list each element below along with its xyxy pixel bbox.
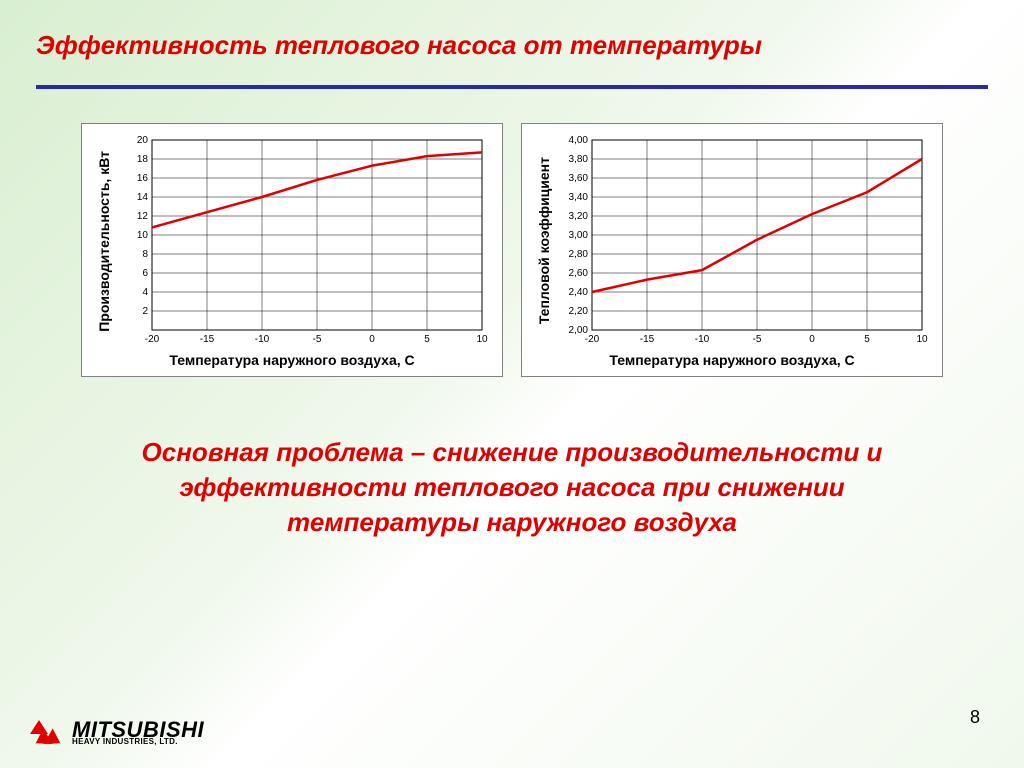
chart-right-svg: 2,002,202,402,602,803,003,203,403,603,80… xyxy=(558,134,928,348)
svg-text:20: 20 xyxy=(137,135,149,146)
svg-text:12: 12 xyxy=(137,211,149,222)
logo: MITSUBISHI HEAVY INDUSTRIES, LTD. xyxy=(30,719,204,746)
svg-text:3,00: 3,00 xyxy=(569,230,589,241)
slide: Эффективность теплового насоса от темпер… xyxy=(0,0,1024,768)
svg-text:-15: -15 xyxy=(640,334,655,345)
svg-text:2,80: 2,80 xyxy=(569,249,589,260)
svg-text:2,40: 2,40 xyxy=(569,287,589,298)
svg-text:-10: -10 xyxy=(695,334,710,345)
svg-text:3,60: 3,60 xyxy=(569,173,589,184)
chart-left-ylabel: Производительность, кВт xyxy=(96,151,112,332)
svg-text:-5: -5 xyxy=(753,334,762,345)
chart-right-box: Тепловой коэффициент 2,002,202,402,602,8… xyxy=(521,123,943,377)
mitsubishi-icon xyxy=(30,720,66,746)
chart-right-xlabel: Температура наружного воздуха, С xyxy=(536,352,928,368)
svg-text:16: 16 xyxy=(137,173,149,184)
svg-text:18: 18 xyxy=(137,154,149,165)
svg-text:-20: -20 xyxy=(585,334,600,345)
chart-left-box: Производительность, кВт 2 4 6 8 10 12 14 16 18 20… xyxy=(81,123,503,377)
svg-text:-5: -5 xyxy=(313,334,322,345)
slide-title: Эффективность теплового насоса от темпер… xyxy=(36,30,988,61)
svg-text:0: 0 xyxy=(809,334,815,345)
svg-text:4: 4 xyxy=(142,287,148,298)
svg-text:3,40: 3,40 xyxy=(569,192,589,203)
svg-text:-20: -20 xyxy=(145,334,160,345)
chart-left-svg: 2 4 6 8 10 12 14 16 18 20 -20 -15 -10 -5 0 5 10 xyxy=(118,134,488,348)
svg-text:10: 10 xyxy=(916,334,928,345)
svg-text:5: 5 xyxy=(864,334,870,345)
svg-text:8: 8 xyxy=(142,249,148,260)
svg-text:3,20: 3,20 xyxy=(569,211,589,222)
title-rule xyxy=(36,85,988,89)
svg-text:3,80: 3,80 xyxy=(569,154,589,165)
svg-text:2,60: 2,60 xyxy=(569,268,589,279)
svg-text:0: 0 xyxy=(369,334,375,345)
svg-text:-15: -15 xyxy=(200,334,215,345)
svg-text:-10: -10 xyxy=(255,334,270,345)
page-number: 8 xyxy=(970,707,980,728)
svg-text:14: 14 xyxy=(137,192,149,203)
svg-text:6: 6 xyxy=(142,268,148,279)
svg-text:4,00: 4,00 xyxy=(569,135,589,146)
svg-text:10: 10 xyxy=(137,230,149,241)
chart-left-xlabel: Температура наружного воздуха, С xyxy=(96,352,488,368)
charts-row: Производительность, кВт 2 4 6 8 10 12 14 16 18 20… xyxy=(36,123,988,377)
svg-text:10: 10 xyxy=(476,334,488,345)
svg-text:5: 5 xyxy=(424,334,430,345)
main-caption: Основная проблема – снижение производите… xyxy=(86,435,938,540)
svg-text:2: 2 xyxy=(142,306,148,317)
svg-text:2,20: 2,20 xyxy=(569,306,589,317)
logo-subtext: HEAVY INDUSTRIES, LTD. xyxy=(72,738,204,746)
chart-right-ylabel: Тепловой коэффициент xyxy=(536,157,552,324)
